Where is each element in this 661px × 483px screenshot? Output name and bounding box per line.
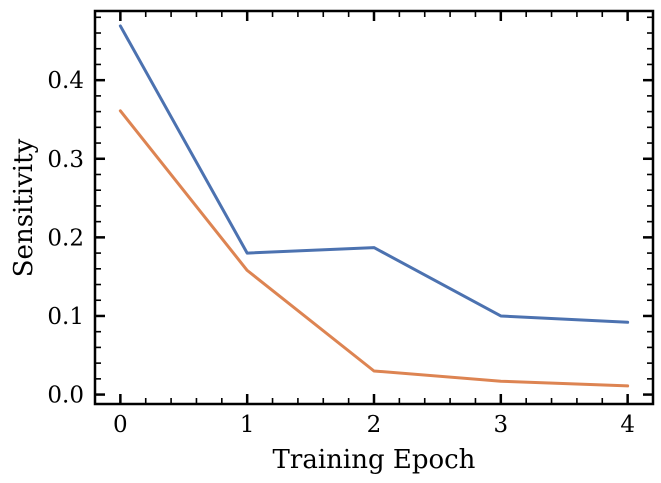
x-tick-label: 4 — [620, 412, 635, 438]
x-tick-label: 1 — [240, 412, 255, 438]
series-line-1 — [118, 24, 630, 324]
y-tick-label: 0.4 — [47, 68, 84, 94]
y-tick-label: 0.0 — [47, 383, 84, 409]
y-axis-title: Sensitivity — [9, 138, 39, 277]
x-tick-label: 2 — [367, 412, 382, 438]
x-tick-label: 3 — [493, 412, 508, 438]
y-tick-label: 0.2 — [47, 225, 84, 251]
plot-frame — [93, 9, 655, 406]
x-tick-label: 0 — [113, 412, 128, 438]
plot-series — [118, 24, 630, 388]
tick-labels: 0 1 2 3 4 0.0 0.1 0.2 0.3 0.4 — [47, 68, 635, 438]
x-axis-title: Training Epoch — [273, 445, 476, 475]
axis-ticks — [94, 11, 654, 404]
series-line-2 — [118, 109, 630, 388]
y-tick-label: 0.3 — [47, 147, 84, 173]
y-tick-label: 0.1 — [47, 304, 84, 330]
